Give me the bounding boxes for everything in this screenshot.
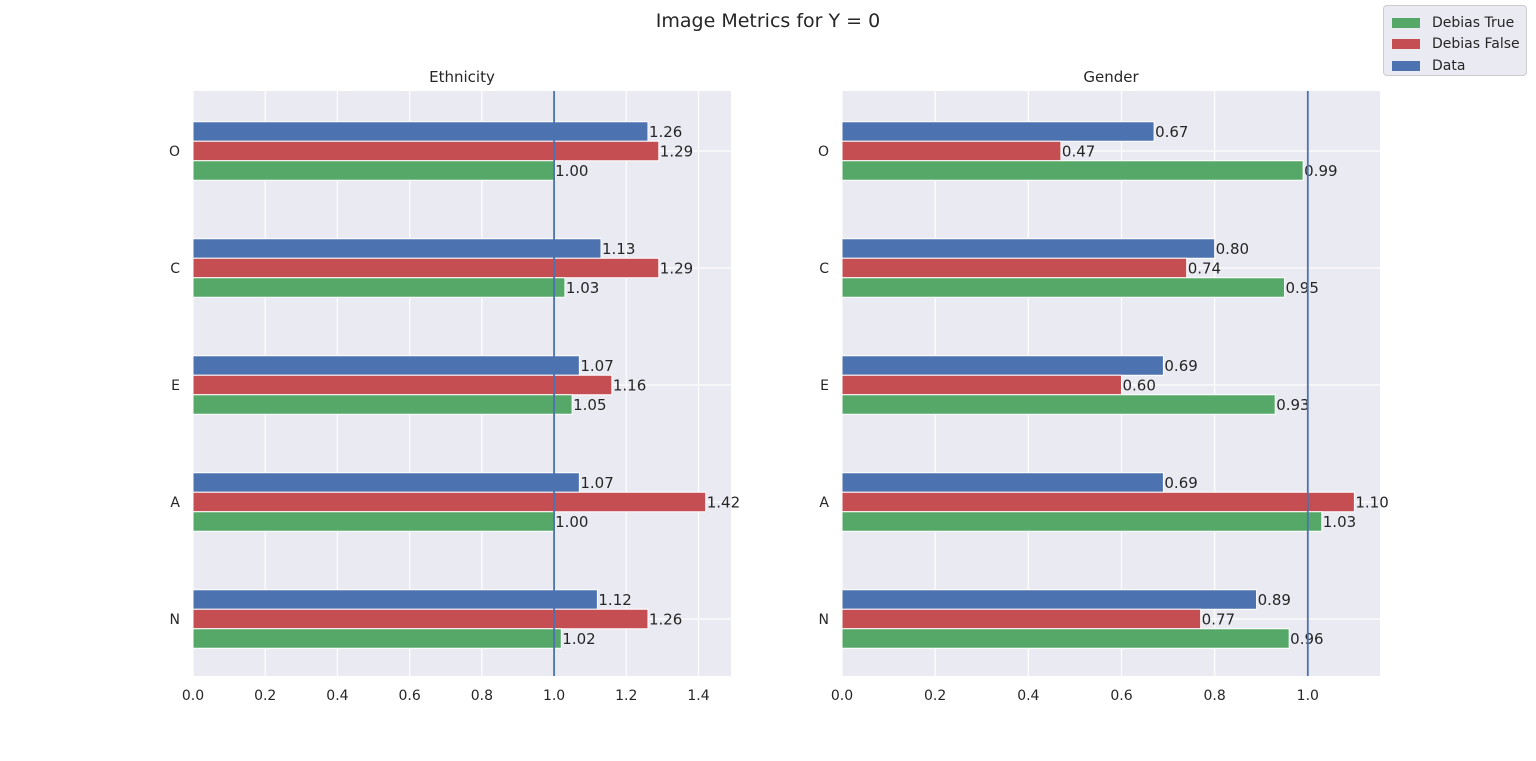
data-label: 1.26 [649, 611, 682, 629]
y-tick-label: C [170, 261, 180, 277]
x-tick-label: 1.2 [615, 688, 637, 704]
x-tick-label: 1.0 [1297, 688, 1319, 704]
subplot-title: Ethnicity [429, 68, 495, 86]
data-label: 0.67 [1155, 123, 1188, 141]
x-tick-label: 0.0 [182, 688, 204, 704]
data-label: 1.10 [1355, 494, 1388, 512]
data-label: 0.69 [1164, 357, 1197, 375]
bar [841, 491, 1355, 513]
data-label: 0.47 [1062, 143, 1095, 161]
data-label: 0.77 [1202, 611, 1235, 629]
bar [841, 140, 1062, 162]
legend-label: Data [1432, 57, 1466, 74]
bar [192, 472, 580, 493]
y-tick-label: N [170, 612, 180, 628]
y-tick-label: A [819, 495, 829, 511]
x-tick-label: 0.4 [326, 688, 348, 704]
data-label: 1.07 [580, 357, 613, 375]
data-label: 1.00 [555, 513, 588, 531]
data-label: 0.74 [1188, 260, 1221, 278]
data-label: 1.42 [707, 494, 740, 512]
bar [841, 589, 1258, 610]
bar [192, 277, 566, 298]
bar [192, 257, 660, 279]
data-label: 1.03 [566, 279, 599, 297]
data-label: 0.99 [1304, 162, 1337, 180]
bar [841, 628, 1290, 649]
x-tick-label: 0.6 [1110, 688, 1132, 704]
bar [192, 140, 660, 162]
data-label: 1.02 [562, 630, 595, 648]
legend-label: Debias False [1432, 36, 1520, 53]
data-label: 1.00 [555, 162, 588, 180]
x-tick-label: 1.0 [543, 688, 565, 704]
legend-label: Debias True [1432, 14, 1515, 31]
bar [841, 511, 1323, 532]
bar [841, 394, 1276, 415]
legend-swatch-data [1392, 60, 1420, 71]
data-label: 1.07 [580, 474, 613, 492]
x-tick-label: 0.2 [254, 688, 276, 704]
bar [841, 277, 1286, 298]
x-tick-label: 0.6 [399, 688, 421, 704]
data-label: 1.29 [660, 260, 693, 278]
bar [192, 121, 649, 142]
y-tick-label: E [820, 378, 829, 394]
data-label: 1.13 [602, 240, 635, 258]
figure-title: Image Metrics for Y = 0 [655, 10, 881, 32]
x-tick-label: 1.4 [687, 688, 709, 704]
bar [192, 160, 555, 181]
legend-swatch-debias-true [1392, 17, 1420, 28]
bar [841, 160, 1304, 181]
data-label: 1.12 [598, 591, 631, 609]
y-tick-label: N [819, 612, 829, 628]
data-label: 0.69 [1164, 474, 1197, 492]
data-label: 1.03 [1323, 513, 1356, 531]
data-label: 0.80 [1216, 240, 1249, 258]
bar [841, 472, 1164, 493]
bar [192, 355, 580, 376]
y-tick-label: E [171, 378, 180, 394]
bar [192, 628, 562, 649]
legend-swatch-debias-false [1392, 39, 1420, 50]
data-label: 0.95 [1286, 279, 1319, 297]
data-label: 0.60 [1122, 377, 1155, 395]
data-label: 1.05 [573, 396, 606, 414]
bar [841, 257, 1188, 279]
data-label: 0.89 [1258, 591, 1291, 609]
x-tick-label: 0.8 [1204, 688, 1226, 704]
bar [841, 374, 1122, 396]
legend: Debias True Debias False Data [1383, 5, 1527, 76]
bar [841, 238, 1216, 259]
x-tick-label: 0.8 [471, 688, 493, 704]
x-tick-label: 0.0 [831, 688, 853, 704]
legend-item-debias-false: Debias False [1392, 34, 1526, 56]
data-label: 1.16 [613, 377, 646, 395]
data-label: 0.96 [1290, 630, 1323, 648]
data-label: 1.26 [649, 123, 682, 141]
subplot-title: Gender [1083, 68, 1139, 86]
y-tick-label: C [819, 261, 829, 277]
bar [192, 589, 598, 610]
bar [192, 511, 555, 532]
bar [192, 238, 602, 259]
bar [841, 121, 1155, 142]
data-label: 1.29 [660, 143, 693, 161]
bar [192, 491, 707, 513]
y-tick-label: A [170, 495, 180, 511]
bar [841, 608, 1202, 630]
x-tick-label: 0.2 [924, 688, 946, 704]
x-tick-label: 0.4 [1017, 688, 1039, 704]
bar [192, 394, 573, 415]
bar [192, 374, 613, 396]
y-tick-label: O [818, 144, 829, 160]
y-tick-label: O [169, 144, 180, 160]
legend-item-data: Data [1392, 55, 1526, 77]
legend-item-debias-true: Debias True [1392, 12, 1526, 34]
bar [192, 608, 649, 630]
bar [841, 355, 1164, 376]
data-label: 0.93 [1276, 396, 1309, 414]
